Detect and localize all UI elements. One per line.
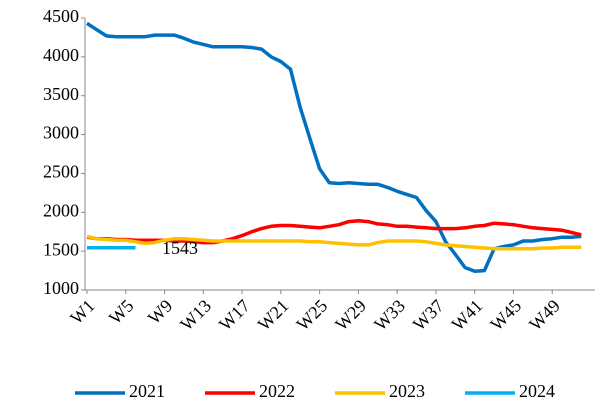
y-tick-label: 2500 [43,162,79,182]
y-tick-label: 1000 [43,278,79,298]
y-tick-label: 1500 [43,239,79,259]
legend-label: 2021 [129,381,165,401]
series-line [86,234,582,251]
x-tick-label: W33 [370,296,409,335]
legend-label: 2022 [259,381,295,401]
y-tick-label: 2000 [43,200,79,220]
x-tick-label: W41 [448,296,487,335]
annotation: 1543 [162,238,198,258]
x-tick-label: W17 [215,296,254,335]
x-tick-label: W49 [525,296,564,335]
x-tick-label: W21 [254,296,293,335]
y-tick-label: 4000 [43,45,79,65]
x-tick-label: W37 [409,296,448,335]
x-tick-label: W45 [486,296,525,335]
y-tick-label: 3000 [43,123,79,143]
series-line [86,21,582,274]
legend-label: 2024 [519,381,555,401]
x-tick-label: W13 [176,296,215,335]
x-tick-label: W1 [66,296,99,329]
x-tick-label: W29 [331,296,370,335]
x-tick-label: W25 [292,296,331,335]
x-tick-label: W9 [144,296,177,329]
legend-label: 2023 [389,381,425,401]
y-tick-label: 4500 [43,6,79,26]
x-tick-label: W5 [105,296,138,329]
y-tick-label: 3500 [43,84,79,104]
